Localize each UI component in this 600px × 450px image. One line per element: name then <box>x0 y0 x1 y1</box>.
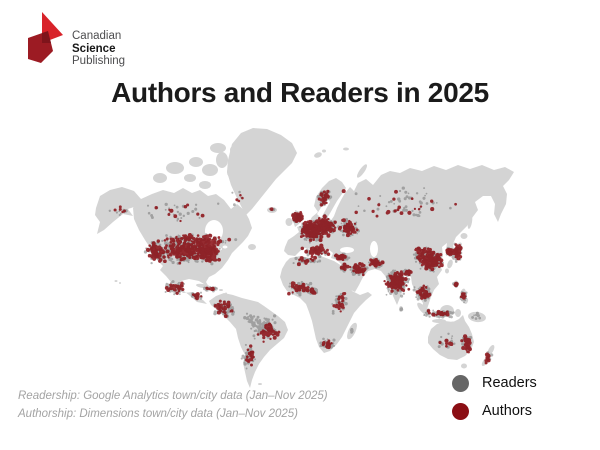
readership-source-note: Readership: Google Analytics town/city d… <box>18 390 328 402</box>
page-title: Authors and Readers in 2025 <box>111 77 489 108</box>
logo-line-3: Publishing <box>72 55 126 67</box>
csp-logo-icon <box>28 12 63 63</box>
authorship-source-note: Authorship: Dimensions town/city data (J… <box>18 407 298 420</box>
data-sources: Readership: Google Analytics town/city d… <box>18 388 328 423</box>
readers-dot-icon <box>452 374 469 392</box>
legend-label-readers: Readers <box>482 375 537 391</box>
landmasses <box>95 128 514 388</box>
legend: Readers Authors <box>452 371 537 427</box>
legend-item-readers: Readers <box>452 371 537 395</box>
legend-label-authors: Authors <box>482 403 532 419</box>
author-dots-layer <box>113 189 491 367</box>
csp-logo-text: Canadian Science Publishing <box>72 30 125 68</box>
logo-line-2: Science <box>72 42 116 55</box>
legend-item-authors: Authors <box>452 399 537 423</box>
authors-dot-icon <box>452 402 469 420</box>
csp-logo: Canadian Science Publishing <box>24 10 125 68</box>
logo-line-1: Canadian <box>72 30 122 42</box>
